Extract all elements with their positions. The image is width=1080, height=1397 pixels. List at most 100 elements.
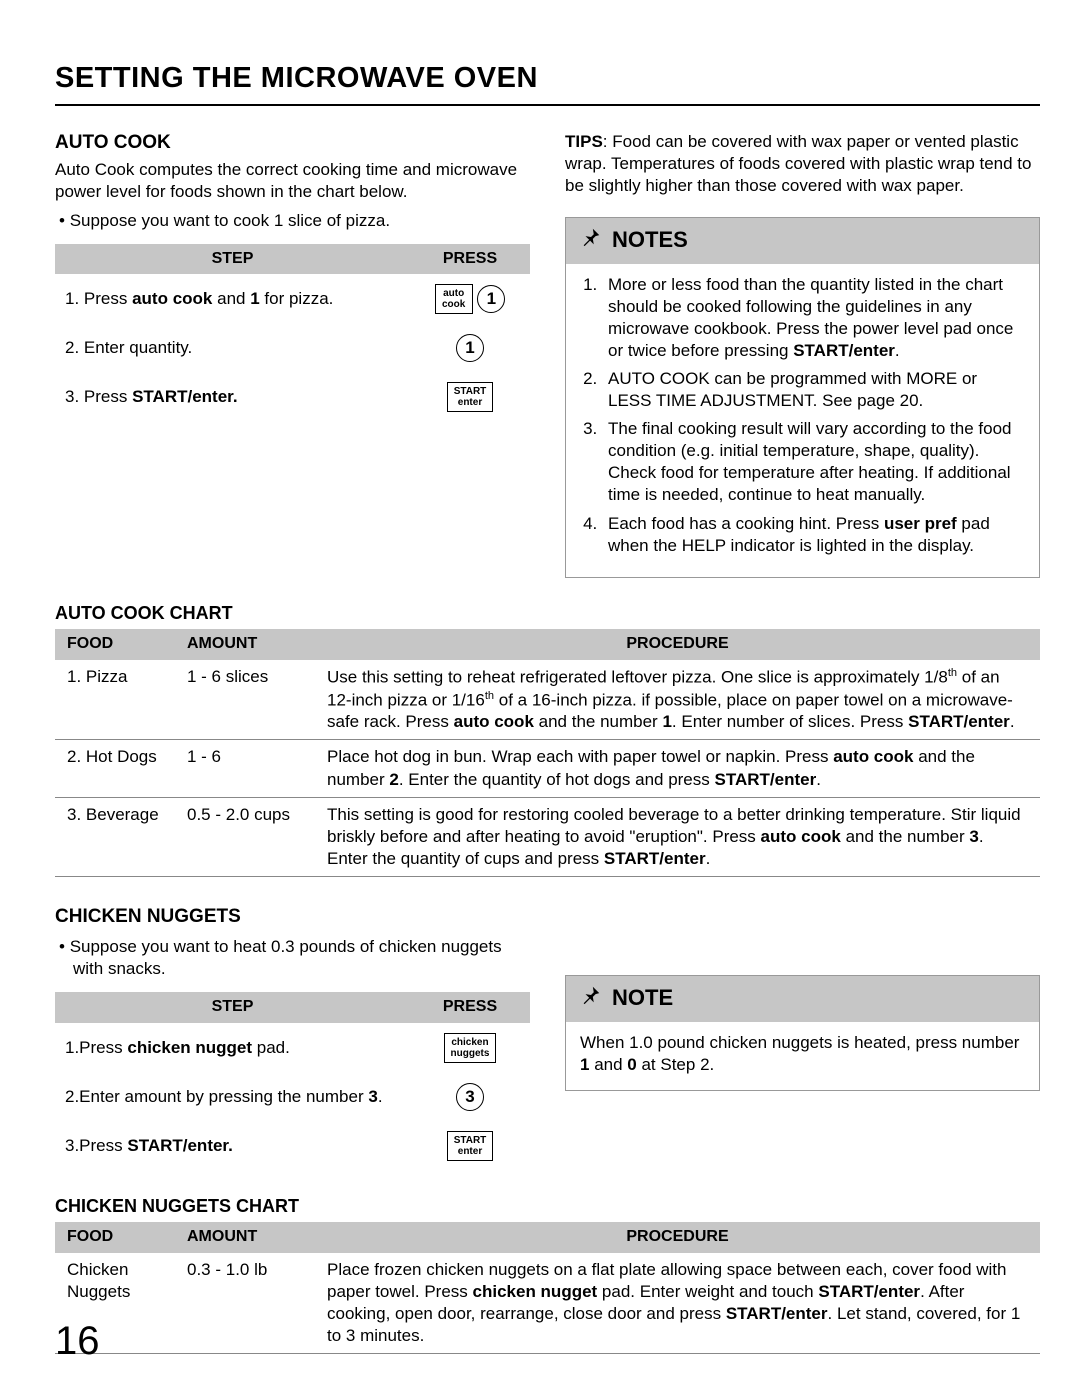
col-procedure: Procedure — [315, 629, 1040, 660]
notes-title: Notes — [612, 226, 688, 255]
note-2: AUTO COOK can be programmed with MORE or… — [602, 368, 1025, 412]
autocook-button-icon: autocook — [435, 284, 473, 314]
t: and — [589, 1055, 627, 1074]
t: pad. — [252, 1038, 290, 1057]
t: . — [378, 1087, 383, 1106]
t: nuggets — [451, 1048, 490, 1059]
step-2: 2. Enter quantity. — [55, 324, 410, 372]
nuggets-heading: Chicken Nuggets — [55, 905, 530, 930]
amt-beverage: 0.5 - 2.0 cups — [175, 797, 315, 876]
autocook-heading: Auto Cook — [55, 131, 530, 156]
t: chicken nugget — [127, 1038, 252, 1057]
t: 2.Enter amount by pressing the number — [65, 1087, 368, 1106]
col-amount: Amount — [175, 1222, 315, 1253]
nuggets-note-body: When 1.0 pound chicken nuggets is heated… — [566, 1022, 1039, 1090]
t: START — [454, 1135, 487, 1146]
amt-pizza: 1 - 6 slices — [175, 660, 315, 740]
t: . Enter number of slices. Press — [672, 712, 908, 731]
col-procedure: Procedure — [315, 1222, 1040, 1253]
t: cook — [442, 299, 465, 310]
t: . — [1010, 712, 1015, 731]
step-3: 3. Press START/enter. — [55, 372, 410, 422]
proc-nuggets: Place frozen chicken nuggets on a flat p… — [315, 1253, 1040, 1354]
proc-beverage: This setting is good for restoring coole… — [315, 797, 1040, 876]
t: . — [706, 849, 711, 868]
t: START/enter — [908, 712, 1010, 731]
food-pizza: 1. Pizza — [55, 660, 175, 740]
autocook-section: Auto Cook Auto Cook computes the correct… — [55, 131, 1040, 578]
t: Each food has a cooking hint. Press — [608, 514, 884, 533]
t: enter — [458, 1146, 482, 1157]
t: and the number — [841, 827, 970, 846]
start-enter-button-icon: STARTenter — [447, 382, 494, 412]
nug-step-2: 2.Enter amount by pressing the number 3. — [55, 1073, 410, 1121]
number-1-button-icon: 1 — [456, 334, 484, 362]
t: 3 — [368, 1087, 377, 1106]
number-1-button-icon: 1 — [477, 285, 505, 313]
t: 1.Press — [65, 1038, 127, 1057]
t: START/enter — [604, 849, 706, 868]
col-food: Food — [55, 629, 175, 660]
page-number: 16 — [55, 1315, 100, 1367]
t: START — [454, 386, 487, 397]
t: auto cook — [761, 827, 841, 846]
t: START/enter — [818, 1282, 920, 1301]
note-3: The final cooking result will vary accor… — [602, 418, 1025, 506]
autocook-chart: Food Amount Procedure 1. Pizza 1 - 6 sli… — [55, 629, 1040, 877]
notes-box: Notes More or less food than the quantit… — [565, 217, 1040, 578]
t: auto cook — [454, 712, 534, 731]
number-3-button-icon: 3 — [456, 1083, 484, 1111]
t: 1. Press — [65, 289, 132, 308]
step-1: 1. Press auto cook and 1 for pizza. — [55, 274, 410, 324]
proc-pizza: Use this setting to reheat refrigerated … — [315, 660, 1040, 740]
note-1: More or less food than the quantity list… — [602, 274, 1025, 362]
tips-text: TIPS: Food can be covered with wax paper… — [565, 131, 1040, 197]
t: 2 — [389, 770, 398, 789]
step-header: Step — [55, 244, 410, 275]
autocook-chart-heading: Auto Cook Chart — [55, 602, 1040, 625]
t: auto cook — [132, 289, 212, 308]
start-enter-button-icon: STARTenter — [447, 1131, 494, 1161]
note-title: Note — [612, 984, 673, 1013]
t: When 1.0 pound chicken nuggets is heated… — [580, 1033, 1019, 1052]
t: enter — [458, 397, 482, 408]
t: START/enter — [715, 770, 817, 789]
t: . Enter the quantity of hot dogs and pre… — [399, 770, 715, 789]
t: for pizza. — [260, 289, 334, 308]
t: START/enter. — [132, 387, 237, 406]
nug-step-1: 1.Press chicken nugget pad. — [55, 1023, 410, 1073]
col-food: Food — [55, 1222, 175, 1253]
note-4: Each food has a cooking hint. Press user… — [602, 513, 1025, 557]
t: Use this setting to reheat refrigerated … — [327, 668, 948, 687]
page-title: SETTING THE MICROWAVE OVEN — [55, 60, 1040, 106]
autocook-intro: Auto Cook computes the correct cooking t… — [55, 159, 530, 203]
nuggets-chart-heading: Chicken Nuggets Chart — [55, 1195, 1040, 1218]
t: user pref — [884, 514, 957, 533]
nuggets-chart: Food Amount Procedure Chicken Nuggets 0.… — [55, 1222, 1040, 1354]
t: 3. Press — [65, 387, 132, 406]
nuggets-section: Chicken Nuggets Suppose you want to heat… — [55, 905, 1040, 1171]
t: and the number — [534, 712, 663, 731]
nuggets-note-box: Note When 1.0 pound chicken nuggets is h… — [565, 975, 1040, 1091]
t: : Food can be covered with wax paper or … — [565, 132, 1031, 195]
t: pad. Enter weight and touch — [597, 1282, 818, 1301]
t: 1 — [250, 289, 259, 308]
chicken-nuggets-button-icon: chickennuggets — [444, 1033, 497, 1063]
pushpin-icon — [580, 984, 602, 1014]
t: 3.Press — [65, 1136, 127, 1155]
autocook-step-table: Step Press 1. Press auto cook and 1 for … — [55, 244, 530, 423]
t: 1 — [662, 712, 671, 731]
tips-label: TIPS — [565, 132, 603, 151]
amt-hotdogs: 1 - 6 — [175, 740, 315, 797]
t: Place hot dog in bun. Wrap each with pap… — [327, 747, 833, 766]
t: START/enter — [726, 1304, 828, 1323]
t: . — [895, 341, 900, 360]
pushpin-icon — [580, 226, 602, 256]
proc-hotdogs: Place hot dog in bun. Wrap each with pap… — [315, 740, 1040, 797]
t: auto — [443, 288, 464, 299]
t: chicken — [451, 1037, 488, 1048]
t: 3 — [969, 827, 978, 846]
nug-step-3: 3.Press START/enter. — [55, 1121, 410, 1171]
autocook-example: Suppose you want to cook 1 slice of pizz… — [55, 210, 530, 232]
t: . — [816, 770, 821, 789]
